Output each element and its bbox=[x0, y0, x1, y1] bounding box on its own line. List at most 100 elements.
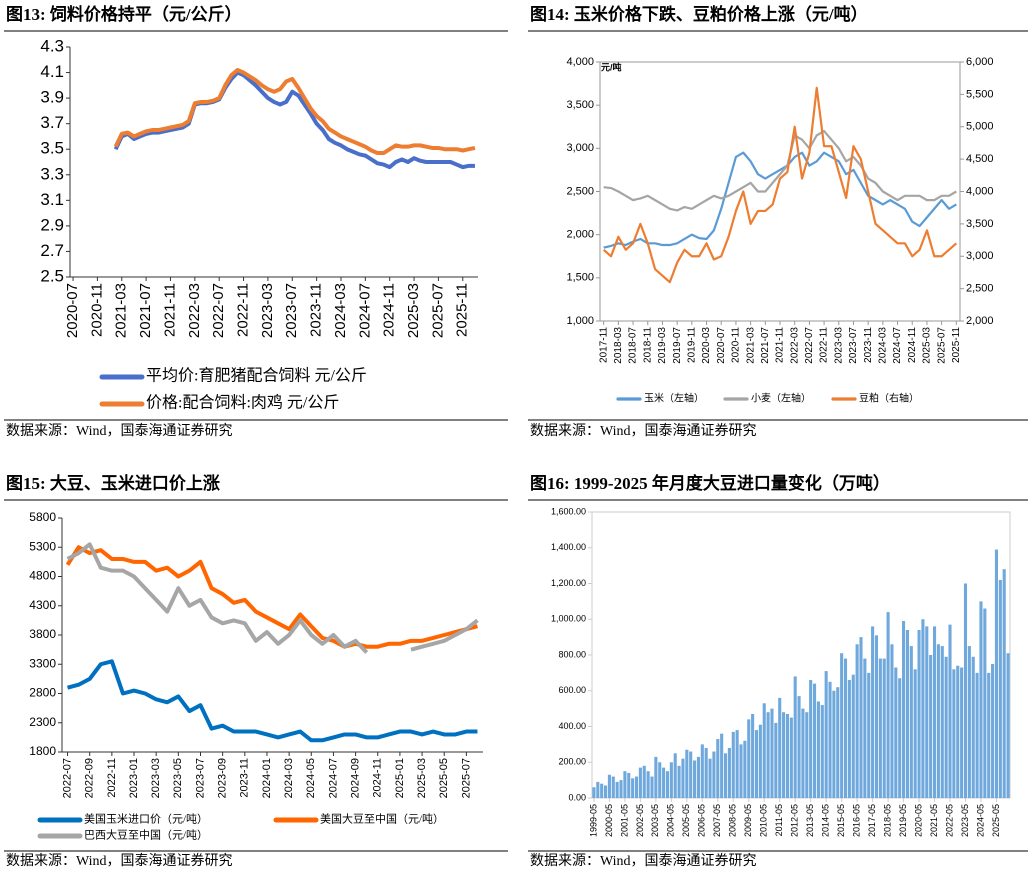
bar bbox=[654, 756, 658, 798]
x-tick-label: 2019-03 bbox=[657, 327, 668, 364]
x-tick-label: 2000-05 bbox=[604, 804, 614, 837]
x-tick-label: 2022-11 bbox=[106, 758, 118, 798]
bar bbox=[646, 771, 650, 798]
bar bbox=[878, 658, 882, 798]
bar bbox=[836, 687, 840, 798]
x-tick-label: 2018-05 bbox=[882, 804, 892, 837]
x-tick-label: 2023-01 bbox=[128, 758, 140, 798]
bar bbox=[805, 712, 809, 798]
x-tick-label: 2019-11 bbox=[686, 327, 697, 363]
bar bbox=[677, 765, 681, 798]
x-tick-label: 2025-11 bbox=[454, 283, 471, 337]
figure-title: 图15: 大豆、玉米进口价上涨 bbox=[6, 473, 220, 493]
x-tick-label: 2024-01 bbox=[261, 758, 273, 798]
series-line bbox=[66, 542, 479, 654]
bar bbox=[785, 713, 790, 798]
y-tick-label: 3.9 bbox=[40, 88, 64, 107]
y-tick-label: 400.00 bbox=[558, 721, 586, 731]
figure-title: 图16: 1999-2025 年月度大豆进口量变化（万吨） bbox=[530, 473, 890, 493]
bar bbox=[832, 690, 836, 798]
bar bbox=[619, 780, 623, 798]
bar bbox=[600, 783, 604, 798]
bar bbox=[809, 680, 813, 798]
x-tick-label: 2024-11 bbox=[372, 758, 384, 798]
y-tick-label: 2800 bbox=[29, 686, 56, 700]
bar bbox=[874, 635, 879, 798]
bar bbox=[820, 705, 824, 798]
bar bbox=[689, 751, 693, 798]
x-tick-label: 2020-11 bbox=[88, 283, 105, 337]
x-tick-label: 2022-05 bbox=[944, 804, 954, 837]
bar bbox=[758, 724, 762, 798]
x-tick-label: 2023-09 bbox=[217, 758, 229, 798]
x-tick-label: 2015-05 bbox=[836, 804, 846, 837]
bar bbox=[751, 713, 755, 798]
bar bbox=[940, 646, 944, 798]
bar bbox=[681, 758, 685, 798]
x-tick-label: 1999-05 bbox=[588, 804, 598, 837]
x-tick-label: 2008-05 bbox=[728, 804, 738, 837]
x-tick-label: 2017-05 bbox=[867, 804, 877, 837]
y-tick-label: 4.1 bbox=[40, 62, 64, 81]
bar bbox=[905, 629, 909, 798]
plot-frame bbox=[599, 61, 961, 322]
bar bbox=[634, 776, 639, 798]
bar bbox=[913, 669, 917, 798]
series-line bbox=[113, 70, 475, 170]
x-tick-label: 2019-07 bbox=[672, 327, 683, 364]
x-tick-label: 2024-09 bbox=[349, 758, 361, 798]
y-tick-label: 1,400.00 bbox=[551, 542, 586, 552]
y-tick-label: 1,200.00 bbox=[551, 578, 586, 588]
source: 数据来源：Wind，国泰海通证券研究 bbox=[6, 423, 233, 439]
y-tick-label: 5800 bbox=[29, 510, 56, 524]
bar bbox=[801, 708, 805, 798]
bar bbox=[603, 785, 608, 798]
figure-title: 图13: 饲料价格持平（元/公斤） bbox=[6, 4, 242, 24]
bar bbox=[851, 674, 855, 798]
y-tick-label: 3.7 bbox=[40, 113, 64, 132]
bar bbox=[658, 762, 662, 798]
legend-label: 价格:配合饲料:肉鸡 元/公斤 bbox=[146, 394, 339, 412]
x-tick-label: 2018-07 bbox=[628, 327, 639, 364]
x-tick-label: 2020-07 bbox=[716, 327, 727, 364]
bar bbox=[766, 712, 770, 798]
bar bbox=[925, 626, 929, 798]
x-tick-label: 2024-11 bbox=[907, 327, 918, 363]
x-tick-label: 2024-05 bbox=[305, 758, 317, 798]
y-tick-label: 2,000 bbox=[566, 229, 594, 241]
bar bbox=[642, 765, 646, 798]
x-tick-label: 2024-07 bbox=[892, 327, 903, 364]
bar bbox=[770, 708, 774, 798]
bar bbox=[843, 658, 848, 798]
y-tick-label: 5,500 bbox=[966, 88, 994, 100]
bar bbox=[944, 656, 948, 798]
series-line bbox=[602, 86, 958, 284]
y-tick-label: 1,500 bbox=[566, 272, 594, 284]
bar bbox=[793, 676, 797, 798]
x-tick-label: 2022-07 bbox=[210, 283, 227, 338]
x-tick-label: 2024-11 bbox=[381, 283, 398, 337]
bar bbox=[712, 751, 716, 798]
bar bbox=[956, 665, 960, 798]
bar bbox=[867, 672, 871, 798]
x-tick-label: 2022-11 bbox=[819, 327, 830, 363]
y-tick-label: 600.00 bbox=[558, 685, 586, 695]
x-tick-label: 2022-07 bbox=[61, 758, 73, 798]
y-tick-label: 0.00 bbox=[568, 792, 586, 802]
bar bbox=[708, 758, 712, 798]
y-tick-label: 4800 bbox=[29, 569, 56, 583]
bar bbox=[863, 658, 867, 798]
bar bbox=[812, 683, 817, 798]
legend-label: 玉米（左轴） bbox=[644, 391, 704, 404]
bar bbox=[890, 644, 894, 798]
bar bbox=[615, 781, 619, 798]
x-tick-label: 2007-05 bbox=[712, 804, 722, 837]
y-tick-label: 1,000.00 bbox=[551, 614, 586, 624]
bar bbox=[716, 739, 720, 798]
bar bbox=[979, 601, 983, 798]
legend-label: 平均价:育肥猪配合饲料 元/公斤 bbox=[146, 367, 367, 385]
bar bbox=[855, 644, 859, 798]
y-tick-label: 3300 bbox=[29, 656, 56, 670]
y-tick-label: 2.7 bbox=[40, 241, 64, 260]
